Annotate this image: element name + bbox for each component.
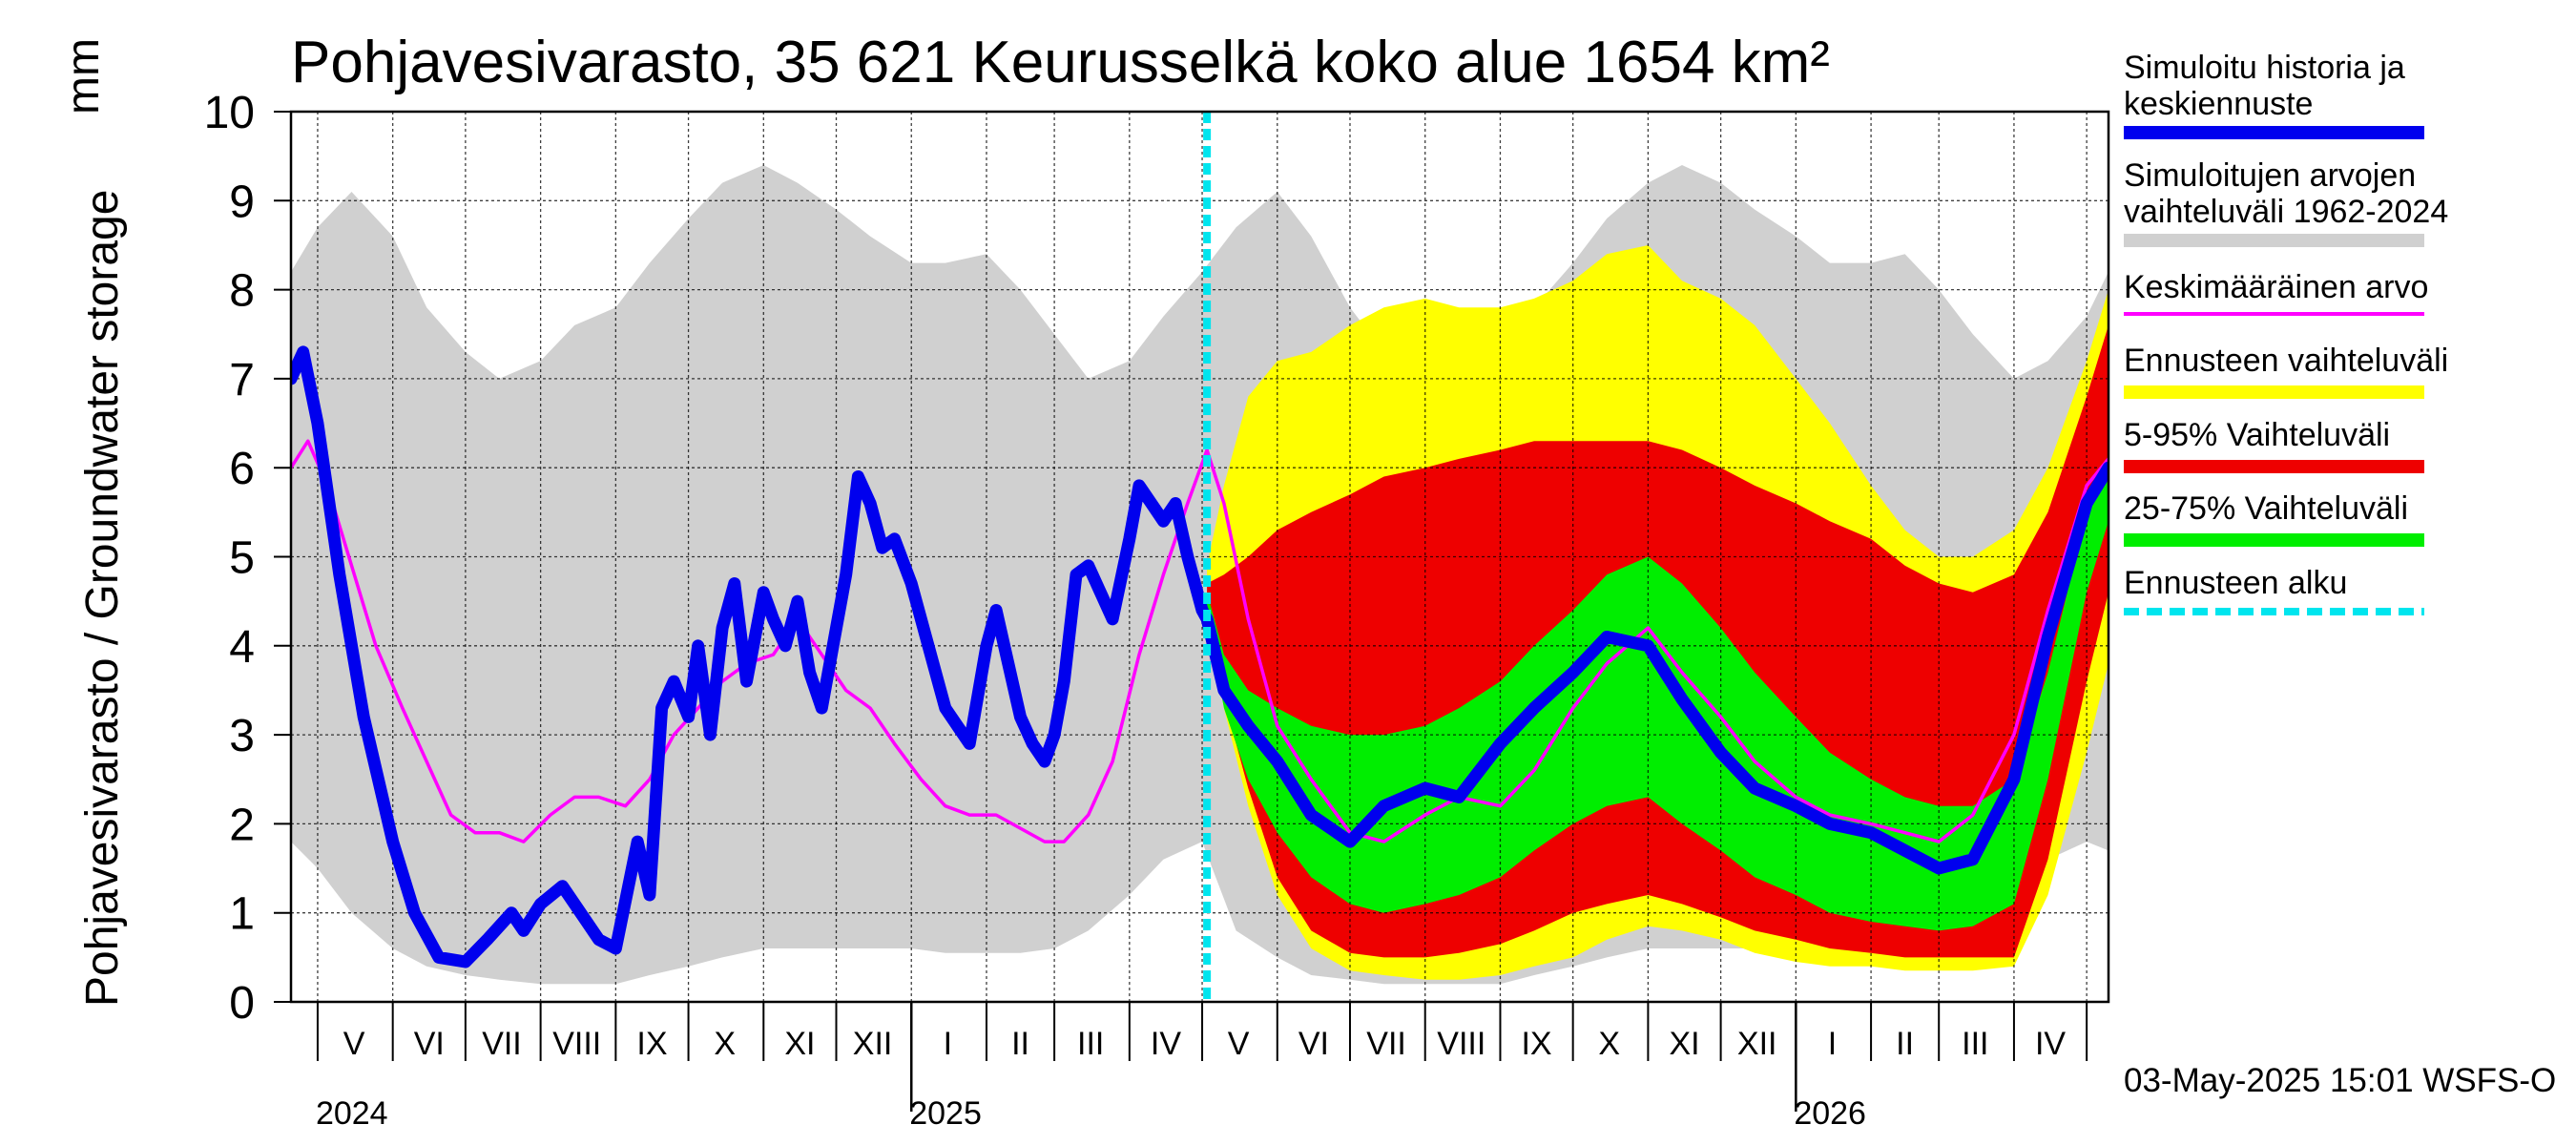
x-month-label: V — [343, 1026, 365, 1062]
x-month-label: VIII — [552, 1026, 601, 1062]
x-month-label: II — [1011, 1026, 1029, 1062]
legend-swatch-forecast-range — [2124, 385, 2424, 399]
x-month-label: XII — [853, 1026, 893, 1062]
legend-label-forecast-range: Ennusteen vaihteluväli — [2124, 343, 2449, 379]
legend-item-mean: Keskimääräinen arvo — [2124, 269, 2563, 316]
legend-swatch-forecast-start — [2124, 608, 2424, 615]
legend-swatch-history — [2124, 126, 2424, 139]
x-month-label: III — [1962, 1026, 1988, 1062]
series-line-simulated — [291, 345, 2109, 968]
x-month-label: IV — [2035, 1026, 2066, 1062]
y-tick-label: 6 — [229, 444, 255, 494]
legend-swatch-5-95 — [2124, 460, 2424, 473]
footer-timestamp: 03-May-2025 15:01 WSFS-O — [2124, 1062, 2557, 1099]
legend-swatch-range — [2124, 234, 2424, 247]
x-month-label: XI — [784, 1026, 815, 1062]
y-tick-label: 4 — [229, 622, 255, 673]
x-month-label: VII — [1366, 1026, 1406, 1062]
legend-label-25-75: 25-75% Vaihteluväli — [2124, 490, 2408, 527]
legend-item-range: Simuloitujen arvojen vaihteluväli 1962-2… — [2124, 157, 2563, 247]
legend-label-forecast-start: Ennusteen alku — [2124, 565, 2348, 601]
x-month-label: IX — [636, 1026, 667, 1062]
chart-title: Pohjavesivarasto, 35 621 Keurusselkä kok… — [291, 30, 1830, 95]
series-line-mean — [291, 439, 2109, 843]
x-month-label: VII — [482, 1026, 522, 1062]
line-layer — [291, 112, 2109, 1002]
x-month-label: XII — [1737, 1026, 1777, 1062]
x-year-label: 2024 — [316, 1095, 388, 1132]
legend-item-forecast-start: Ennusteen alku — [2124, 565, 2563, 615]
x-month-label: I — [944, 1026, 952, 1062]
x-month-label: II — [1896, 1026, 1914, 1062]
legend-swatch-mean — [2124, 312, 2424, 316]
legend-label-range: Simuloitujen arvojen vaihteluväli 1962-2… — [2124, 157, 2449, 230]
x-month-label: VI — [414, 1026, 445, 1062]
x-month-label: VIII — [1437, 1026, 1485, 1062]
y-tick-label: 7 — [229, 355, 255, 406]
x-month-label: I — [1828, 1026, 1837, 1062]
y-tick-label: 5 — [229, 533, 255, 584]
y-axis-unit: mm — [58, 38, 109, 114]
x-month-label: IV — [1151, 1026, 1181, 1062]
x-year-label: 2026 — [1794, 1095, 1866, 1132]
x-month-label: V — [1228, 1026, 1250, 1062]
x-month-label: VI — [1298, 1026, 1329, 1062]
band-layer — [291, 165, 2109, 985]
y-axis-label: Pohjavesivarasto / Groundwater storage — [77, 189, 128, 1007]
legend-swatch-25-75 — [2124, 533, 2424, 547]
x-year-label: 2025 — [909, 1095, 982, 1132]
y-tick-label: 10 — [204, 88, 255, 138]
x-month-label: X — [714, 1026, 736, 1062]
y-tick-label: 0 — [229, 978, 255, 1029]
legend-label-history: Simuloitu historia ja keskiennuste — [2124, 50, 2405, 122]
x-month-label: XI — [1669, 1026, 1699, 1062]
legend-item-history: Simuloitu historia ja keskiennuste — [2124, 50, 2563, 139]
legend-item-forecast-range: Ennusteen vaihteluväli — [2124, 343, 2563, 399]
legend-item-5-95: 5-95% Vaihteluväli — [2124, 417, 2563, 473]
x-month-label: III — [1077, 1026, 1104, 1062]
y-tick-label: 9 — [229, 177, 255, 227]
x-month-label: X — [1598, 1026, 1620, 1062]
y-tick-label: 2 — [229, 800, 255, 850]
y-tick-label: 3 — [229, 711, 255, 761]
legend-item-25-75: 25-75% Vaihteluväli — [2124, 490, 2563, 547]
legend-label-5-95: 5-95% Vaihteluväli — [2124, 417, 2391, 453]
legend-label-mean: Keskimääräinen arvo — [2124, 269, 2429, 305]
plot-frame — [289, 110, 2110, 1004]
y-tick-label: 1 — [229, 889, 255, 940]
y-tick-label: 8 — [229, 266, 255, 317]
x-month-label: IX — [1521, 1026, 1551, 1062]
